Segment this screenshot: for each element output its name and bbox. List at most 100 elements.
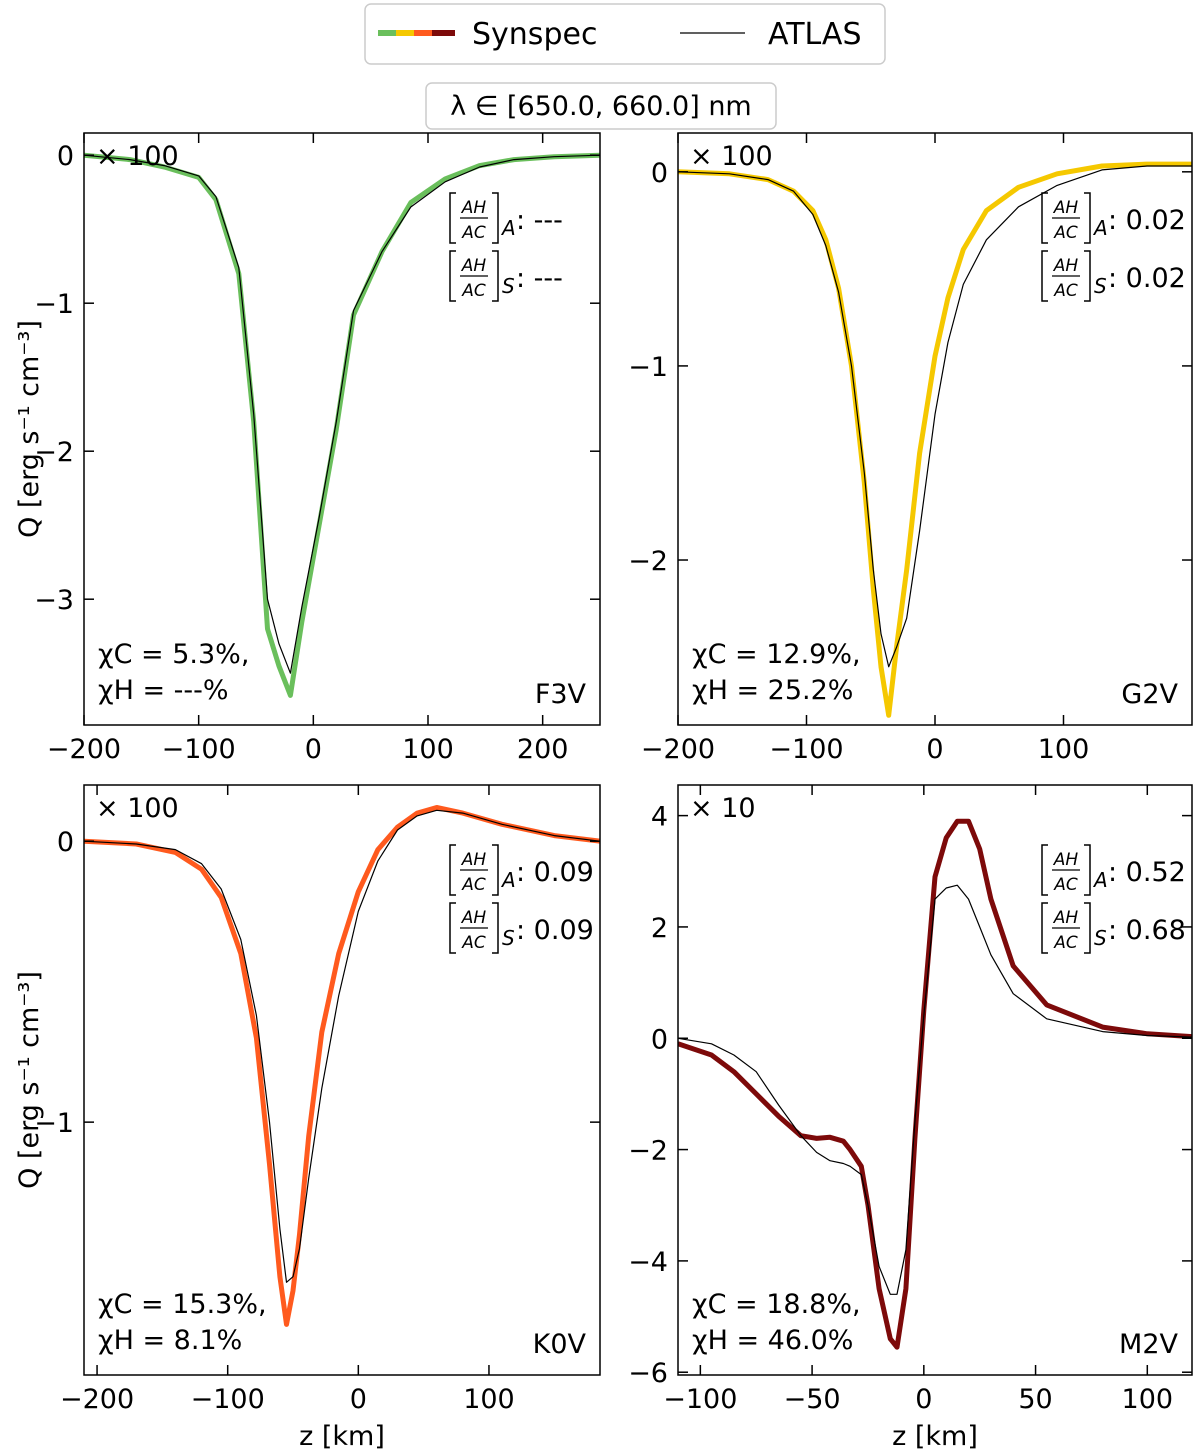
x-tick-label: 100 (463, 1384, 515, 1415)
ratio-subscript: A (500, 868, 516, 892)
bracket-left (449, 192, 456, 244)
ratio-numerator: AH (461, 256, 487, 276)
bracket-left (1041, 902, 1048, 954)
axes-frame (677, 784, 1193, 1376)
ratio-denominator: AC (461, 875, 486, 895)
ratio-value: : 0.52 (1108, 857, 1186, 888)
y-tick-label: −2 (628, 1136, 668, 1167)
chi-h-label: χH = 25.2% (692, 675, 853, 706)
chi-h-label: χH = 46.0% (692, 1325, 853, 1356)
ratio-numerator: AH (1053, 198, 1079, 218)
ratio-value: : 0.02 (1108, 205, 1186, 236)
ratio-subscript: A (1092, 216, 1108, 240)
chi-h-label: χH = ---% (98, 675, 229, 706)
series-line-synspec (678, 818, 1192, 1350)
ratio-value: : --- (516, 263, 563, 294)
y-tick-label: −2 (34, 437, 74, 468)
x-tick-label: −200 (60, 1384, 134, 1415)
bracket-right (1084, 844, 1091, 896)
series-group (84, 152, 600, 698)
chi-c-label: χC = 12.9%, (692, 639, 861, 670)
y-tick-label: −4 (628, 1247, 668, 1278)
ratio-value: : 0.68 (1108, 915, 1186, 946)
y-tick-label: 0 (57, 141, 74, 172)
chi-h-label: χH = 8.1% (98, 1325, 242, 1356)
axes-frame (83, 784, 601, 1376)
scale-note: × 10 (690, 793, 756, 824)
ratio-subscript: S (502, 274, 515, 298)
ratio-numerator: AH (1053, 908, 1079, 928)
ratio-subscript: S (1094, 926, 1107, 950)
y-tick-label: −2 (628, 546, 668, 577)
ratio-value: : 0.02 (1108, 263, 1186, 294)
series-line-atlas (678, 165, 1192, 668)
x-tick-label: 0 (350, 1384, 367, 1415)
chi-c-label: χC = 18.8%, (692, 1289, 861, 1320)
bracket-left (449, 844, 456, 896)
ratio-subscript: S (502, 926, 515, 950)
series-group (84, 805, 600, 1327)
bracket-left (449, 902, 456, 954)
bracket-right (1084, 250, 1091, 302)
y-tick-label: −1 (34, 1108, 74, 1139)
x-tick-label: −100 (162, 734, 236, 765)
legend-label-synspec: Synspec (472, 17, 597, 52)
bracket-left (1041, 844, 1048, 896)
wavelength-frame (425, 82, 777, 130)
legend: Synspec ATLAS (364, 3, 886, 65)
scale-note: × 100 (690, 141, 773, 172)
bracket-right (492, 250, 499, 302)
bracket-right (492, 844, 499, 896)
ratio-denominator: AC (1053, 281, 1078, 301)
y-axis-label: Q [erg s⁻¹ cm⁻³] (14, 320, 45, 538)
x-tick-label: 100 (1038, 734, 1090, 765)
x-axis-label: z [km] (892, 1421, 978, 1451)
y-tick-label: −3 (34, 585, 74, 616)
bracket-left (1041, 250, 1048, 302)
x-axis-label: z [km] (299, 1421, 385, 1451)
star-label: M2V (1119, 1329, 1178, 1360)
star-label: G2V (1121, 679, 1178, 710)
y-tick-label: 0 (651, 158, 668, 189)
bracket-right (492, 192, 499, 244)
series-line-synspec (678, 161, 1192, 718)
x-tick-label: −100 (769, 734, 843, 765)
bracket-right (492, 902, 499, 954)
bracket-left (1041, 192, 1048, 244)
series-group (678, 818, 1192, 1350)
ratio-denominator: AC (461, 223, 486, 243)
scale-note: × 100 (96, 793, 179, 824)
wavelength-label: λ ∈ [650.0, 660.0] nm (450, 91, 751, 122)
x-tick-label: 100 (402, 734, 454, 765)
ratio-value: : 0.09 (516, 915, 594, 946)
x-tick-label: −100 (191, 1384, 265, 1415)
x-tick-label: 0 (926, 734, 943, 765)
ratio-s-annotation: AH AC S: 0.68 (1041, 902, 1186, 954)
y-tick-label: −1 (34, 289, 74, 320)
x-tick-label: −200 (641, 734, 715, 765)
series-group (678, 161, 1192, 718)
ratio-subscript: A (500, 216, 516, 240)
ratio-denominator: AC (1053, 875, 1078, 895)
legend-frame (364, 3, 886, 65)
ratio-value: : --- (516, 205, 563, 236)
chi-c-label: χC = 15.3%, (98, 1289, 267, 1320)
ratio-numerator: AH (1053, 850, 1079, 870)
ratio-a-annotation: AH AC A: 0.52 (1041, 844, 1186, 896)
series-line-synspec (84, 152, 600, 698)
x-tick-label: 0 (305, 734, 322, 765)
y-tick-label: 4 (651, 802, 668, 833)
ratio-subscript: A (1092, 868, 1108, 892)
chi-c-label: χC = 5.3%, (98, 639, 249, 670)
y-tick-label: 0 (57, 827, 74, 858)
star-label: F3V (535, 679, 587, 710)
y-tick-label: −1 (628, 352, 668, 383)
axes-frame (83, 132, 601, 726)
ratio-subscript: S (1094, 274, 1107, 298)
y-tick-label: 2 (651, 913, 668, 944)
bracket-left (449, 250, 456, 302)
ratio-numerator: AH (461, 850, 487, 870)
